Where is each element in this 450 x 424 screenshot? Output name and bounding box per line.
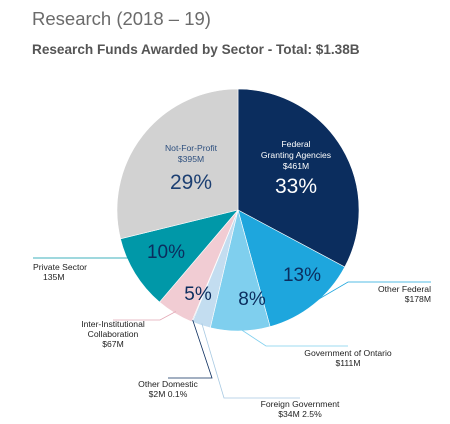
pie-slice-federal-granting-agencies <box>237 88 360 268</box>
callout-amount-other-domestic: $2M 0.1% <box>149 389 188 399</box>
callout-amount-other-federal: $178M <box>405 294 431 304</box>
callout-label-other-federal: Other Federal <box>378 284 431 294</box>
pie-slice-private-sector <box>120 209 239 303</box>
callout-label-inter-line2: Collaboration <box>88 329 139 339</box>
slice-percent-other-federal: 13% <box>283 265 321 286</box>
slice-amount-federal: $461M <box>283 161 309 171</box>
chart-title: Research Funds Awarded by Sector - Total… <box>32 42 360 57</box>
callout-amount-inter: $67M <box>102 339 124 349</box>
leader-line-other-federal <box>312 281 431 304</box>
callout-label-private-sector: Private Sector <box>33 262 87 272</box>
slice-percent-inter: 5% <box>184 284 212 305</box>
leader-line-foreign-gov <box>201 323 300 399</box>
leader-line-inter <box>113 311 176 321</box>
slice-label-notforprofit: Not-For-Profit <box>165 143 218 153</box>
slice-percent-private: 10% <box>147 242 185 263</box>
slice-percent-gov-ontario: 8% <box>238 289 266 310</box>
callout-amount-foreign-gov: $34M 2.5% <box>278 409 322 419</box>
callout-label-other-domestic: Other Domestic <box>138 379 198 389</box>
leader-line-private-sector <box>33 257 138 273</box>
callout-amount-gov-ontario: $111M <box>336 358 361 368</box>
slice-percent-federal: 33% <box>275 175 317 198</box>
slice-amount-notforprofit: $395M <box>178 154 204 164</box>
callout-label-inter-line1: Inter-Institutional <box>81 319 145 329</box>
callout-label-foreign-gov: Foreign Government <box>261 399 340 409</box>
leader-line-gov-ontario <box>239 328 348 347</box>
callout-amount-private-sector: 135M <box>43 272 65 282</box>
leader-line-other-domestic <box>168 319 213 379</box>
callout-label-gov-ontario: Government of Ontario <box>304 348 392 358</box>
slice-percent-notforprofit: 29% <box>170 171 212 194</box>
slice-label-federal-line1: Federal <box>281 139 310 149</box>
page-title: Research (2018 – 19) <box>32 8 211 29</box>
slice-label-federal-line2: Granting Agencies <box>261 150 331 160</box>
pie-slice-not-for-profit <box>116 88 239 240</box>
pie-slice-other-federal <box>237 209 346 328</box>
